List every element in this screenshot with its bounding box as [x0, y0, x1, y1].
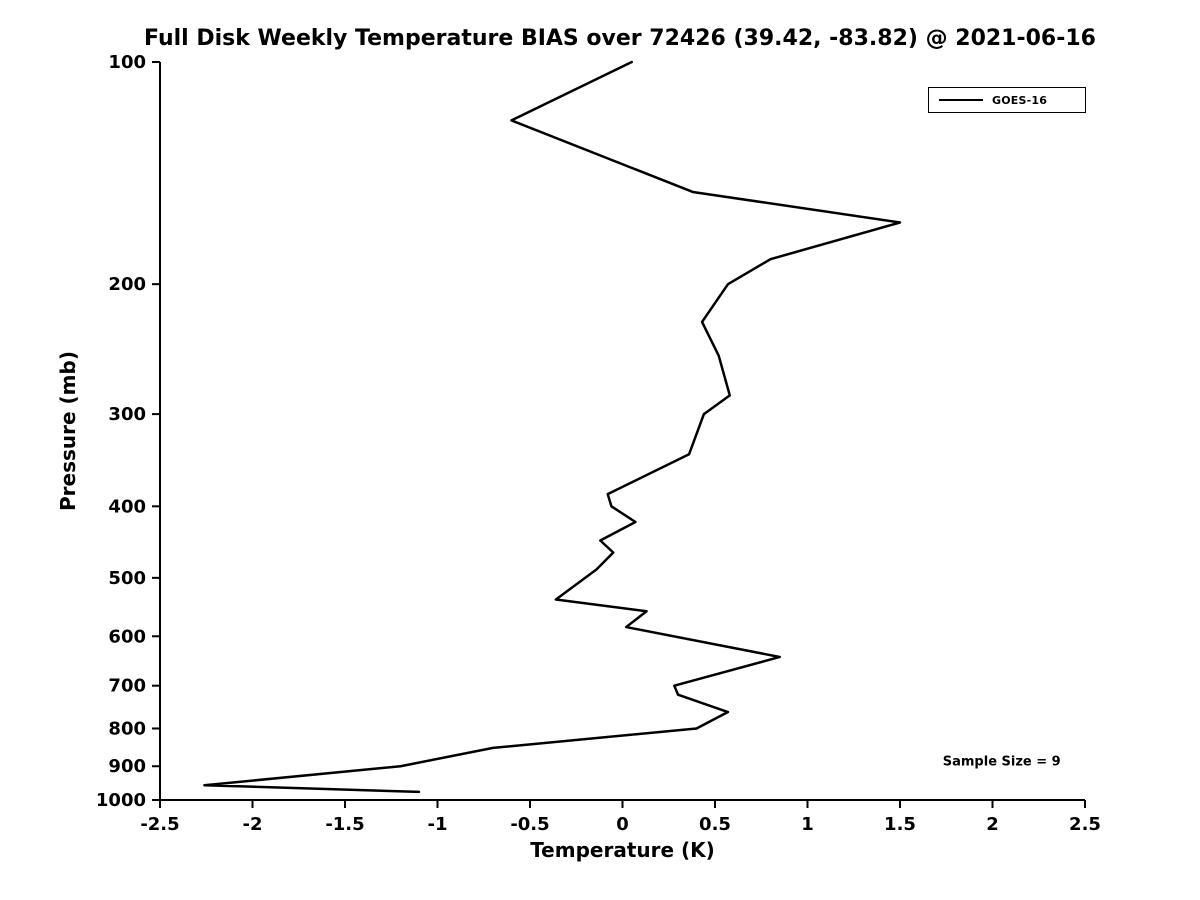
legend: GOES-16	[928, 87, 1086, 113]
legend-label: GOES-16	[992, 93, 1048, 107]
y-tick-label: 600	[108, 626, 146, 647]
y-tick-label: 900	[108, 756, 146, 777]
y-tick-label: 200	[108, 274, 146, 295]
x-tick-label: -1.5	[325, 814, 364, 835]
y-tick-label: 700	[108, 676, 146, 697]
x-tick-label: -2.5	[140, 814, 179, 835]
x-tick-label: 2	[986, 814, 999, 835]
x-tick-label: -2	[243, 814, 263, 835]
y-tick-label: 800	[108, 718, 146, 739]
y-tick-label: 400	[108, 496, 146, 517]
x-tick-label: 1.5	[884, 814, 916, 835]
x-tick-label: -0.5	[510, 814, 549, 835]
y-tick-label: 100	[108, 52, 146, 73]
x-axis-label: Temperature (K)	[530, 838, 715, 862]
goes16-line-sample-icon	[939, 99, 983, 101]
y-tick-label: 300	[108, 404, 146, 425]
x-tick-label: 0.5	[699, 814, 731, 835]
x-tick-label: 1	[801, 814, 814, 835]
x-tick-label: 0	[616, 814, 629, 835]
chart-title: Full Disk Weekly Temperature BIAS over 7…	[144, 26, 1096, 51]
sample-size-annotation: Sample Size = 9	[943, 755, 1061, 770]
y-tick-label: 1000	[96, 790, 146, 811]
y-tick-label: 500	[108, 568, 146, 589]
goes16-bias-line	[203, 60, 902, 794]
x-tick-label: -1	[428, 814, 448, 835]
x-tick-label: 2.5	[1069, 814, 1101, 835]
